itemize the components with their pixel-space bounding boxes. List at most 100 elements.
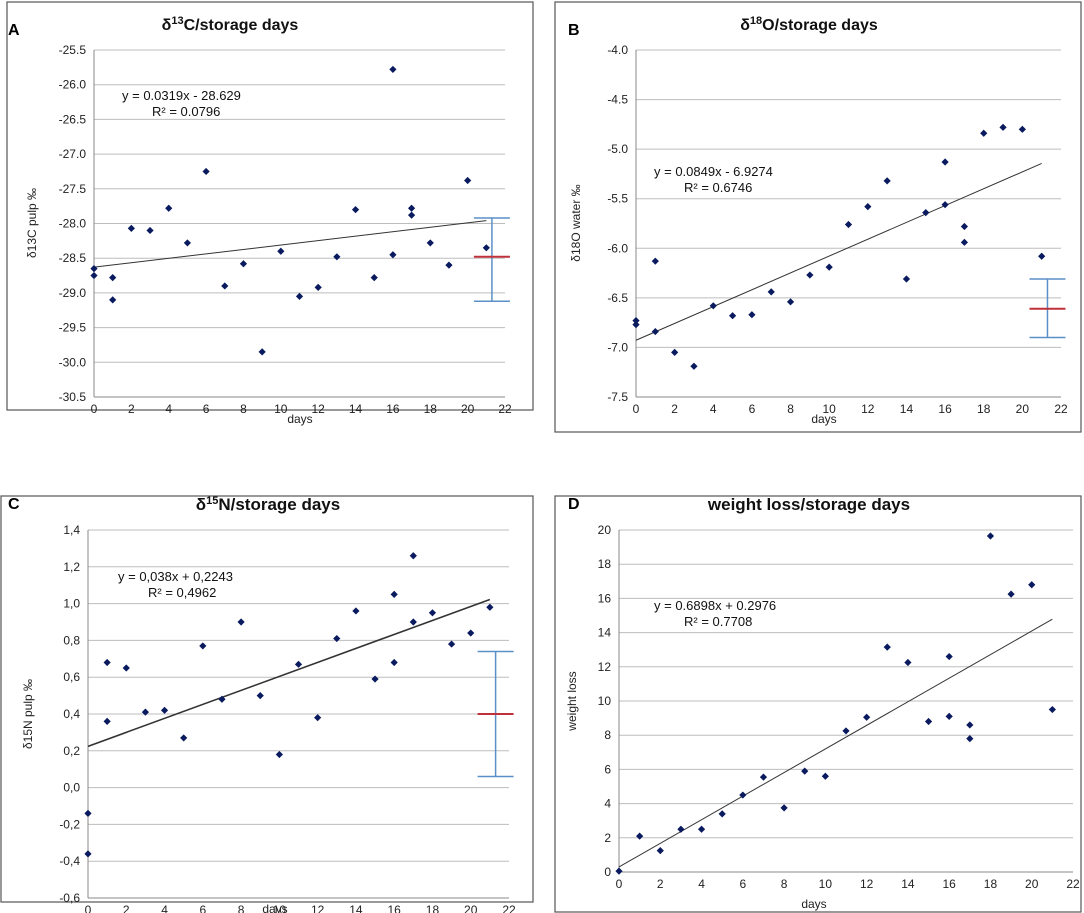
data-point: [825, 263, 833, 271]
x-tick-label: 18: [984, 877, 998, 891]
chart-a: δ13C/storage days -30.5 -30.0 -29.5 -29.0 -28…: [6, 1, 534, 426]
data-point: [863, 713, 871, 721]
panel-d: D weight loss/storage days 0 2 4 6 8 10 12 14 16 1…: [544, 466, 1084, 913]
x-tick-label: 4: [698, 877, 705, 891]
data-point: [165, 204, 173, 212]
panel-frame: [554, 1, 1082, 433]
data-point: [467, 629, 475, 637]
x-tick-label: 4: [165, 402, 172, 416]
data-point: [739, 791, 747, 799]
panel-frame: [0, 495, 534, 903]
data-point: [636, 832, 644, 840]
data-point: [180, 734, 188, 742]
y-tick-label: 6: [604, 762, 611, 776]
x-tick-label: 0: [633, 402, 640, 416]
data-point: [352, 607, 360, 615]
data-point: [409, 552, 417, 560]
data-point: [84, 809, 92, 817]
data-point: [389, 65, 397, 74]
data-point: [671, 348, 679, 356]
data-point: [656, 847, 664, 855]
y-tick-label: 0,4: [63, 707, 80, 721]
x-tick-label: 16: [386, 402, 400, 416]
data-point: [390, 658, 398, 667]
y-tick-label: -30.0: [59, 355, 87, 369]
data-point: [351, 206, 360, 214]
y-tick-label: 8: [604, 728, 611, 742]
data-point: [844, 220, 853, 229]
data-point: [632, 321, 640, 329]
chart-b: δ18O/storage days -7.5 -7.0 -6.5 -6.0 -5.5 -5.…: [554, 1, 1082, 433]
panel-c: C δ15N/storage days -0,6 -0,4 -0,2 0,0 0,2 0,4…: [0, 466, 540, 913]
data-point: [277, 247, 285, 255]
data-point: [966, 735, 974, 743]
data-point: [1048, 705, 1056, 714]
y-tick-label: 14: [598, 626, 612, 640]
data-point: [780, 804, 788, 812]
data-point: [464, 176, 472, 185]
data-point: [482, 244, 490, 252]
y-tick-label: 0,8: [63, 633, 80, 647]
x-tick-label: 22: [502, 903, 516, 913]
panel-letter-a: A: [8, 22, 20, 39]
data-point: [651, 327, 659, 336]
x-tick-label: 18: [424, 402, 438, 416]
data-point: [883, 643, 891, 651]
x-tick-label: 16: [943, 877, 957, 891]
r-squared: R² = 0.6746: [684, 180, 752, 195]
x-tick-label: 2: [657, 877, 664, 891]
panel-letter-b: B: [568, 22, 580, 39]
y-tick-label: -28.5: [59, 251, 87, 265]
data-point: [980, 129, 988, 137]
data-point: [199, 642, 207, 650]
data-point: [960, 238, 969, 246]
data-point: [801, 767, 809, 775]
data-point: [677, 825, 685, 833]
y-axis-label: δ15N pulp ‰: [21, 679, 35, 749]
trend-line: [618, 618, 1053, 868]
data-point: [221, 282, 229, 290]
x-axis-label: days: [287, 412, 312, 426]
r-squared: R² = 0,4962: [148, 585, 216, 600]
data-point: [728, 312, 737, 320]
trend-line: [93, 220, 487, 268]
x-tick-label: 6: [749, 402, 756, 416]
y-tick-label: -0,2: [59, 817, 80, 831]
data-point: [407, 211, 416, 219]
data-point: [275, 750, 283, 759]
x-tick-label: 22: [498, 402, 512, 416]
data-point: [697, 825, 706, 833]
y-tick-label: -0,6: [59, 891, 80, 905]
y-tick-label: 1,0: [63, 597, 80, 611]
y-tick-label: -27.5: [59, 182, 87, 196]
data-point: [294, 660, 303, 668]
data-point: [945, 652, 953, 661]
data-point: [759, 773, 768, 781]
trend-line: [87, 598, 491, 748]
data-point: [1038, 252, 1046, 260]
panel-letter-c: C: [8, 496, 20, 513]
data-point: [84, 850, 92, 858]
data-point: [709, 302, 717, 310]
data-point: [426, 239, 434, 247]
y-tick-label: -25.5: [59, 43, 87, 57]
x-axis-label: days: [811, 412, 836, 426]
x-tick-label: 4: [710, 402, 717, 416]
data-point: [941, 158, 949, 166]
y-tick-label: -28.0: [59, 217, 87, 231]
y-axis-label: δ18O water ‰: [569, 184, 583, 261]
data-point: [1018, 125, 1026, 133]
data-point: [445, 261, 453, 269]
x-tick-label: 10: [274, 402, 288, 416]
trend-equation: y = 0,038x + 0,2243: [118, 569, 233, 584]
x-tick-label: 20: [464, 903, 478, 913]
data-point: [407, 204, 416, 212]
data-point: [447, 640, 456, 648]
data-point: [842, 727, 850, 735]
data-point: [767, 288, 775, 296]
y-tick-label: -26.0: [59, 78, 87, 92]
x-axis-label: days: [262, 902, 287, 913]
data-point: [370, 274, 378, 282]
y-tick-label: -4.0: [607, 43, 628, 57]
chart-c: δ15N/storage days -0,6 -0,4 -0,2 0,0 0,2 0,4 0,…: [0, 495, 534, 913]
